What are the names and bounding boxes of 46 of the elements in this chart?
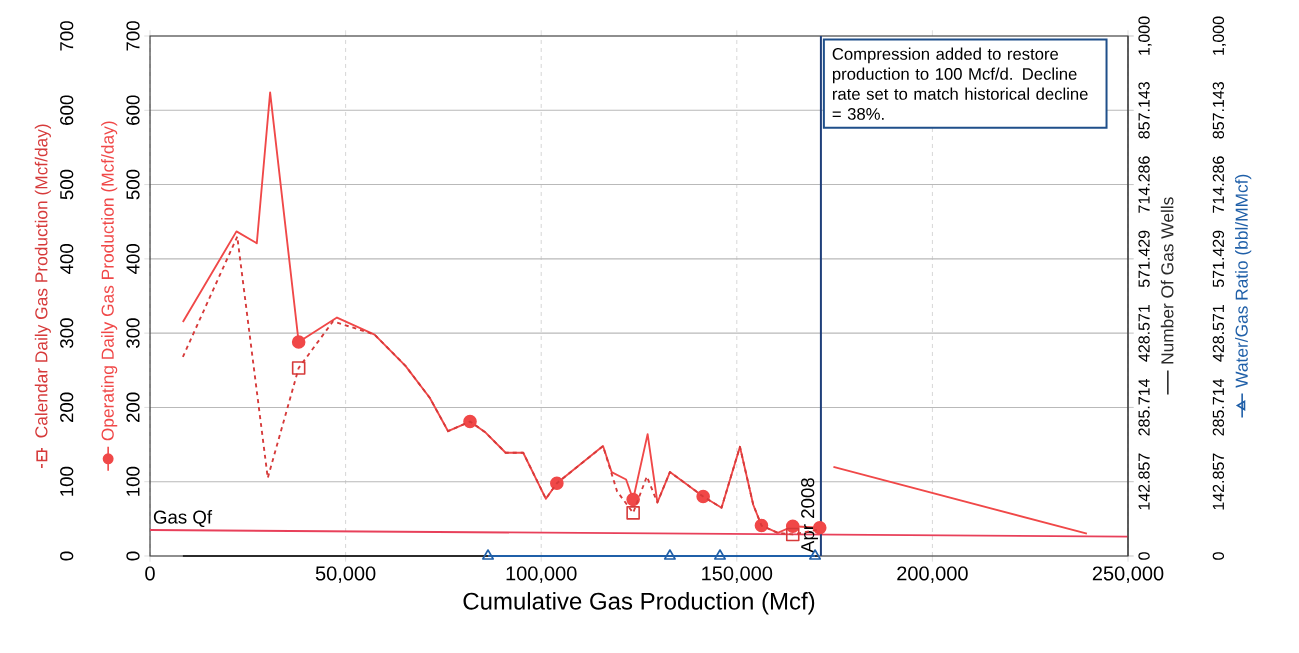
x-tick-label: 100,000 [506,566,577,583]
y3-tick-label: 0 [126,551,140,561]
y2-tick-label: 1,000 [1138,16,1152,55]
y-tick-label: 100 [60,466,74,496]
y2-tick-label: 857.143 [1138,82,1150,139]
x-tick-label: 200,000 [897,566,968,583]
y-tick-label: 500 [60,169,74,200]
x-tick-label: 50,000 [315,566,376,583]
y3-tick-label: 500 [126,169,140,200]
text: Calendar Daily Gas Production (Mcf/day) [34,124,51,438]
text: 1,000 [1212,16,1226,55]
text: 857.143 [1212,82,1225,139]
y2-tick-label: 0 [1138,552,1150,560]
y2-tick-label: 571.429 [1138,230,1150,288]
text: Operating Daily Gas Production (Mcf/day) [101,121,118,441]
y3-tick-label: 200 [126,392,140,423]
y3-tick-label: 600 [126,95,140,125]
y3-tick-label: 100 [126,466,140,496]
y-tick-label: 200 [60,392,74,423]
ref-line-label: Apr 2008 [801,478,818,554]
y3-tick-label: 400 [126,244,140,275]
y-tick-label: 0 [60,551,74,561]
x-tick-label: 150,000 [702,566,773,583]
text: Water/Gas Ratio (bbl/MMcf) [1235,174,1252,388]
y-tick-label: 300 [60,318,74,348]
y-tick-label: 600 [60,95,74,125]
text: 428.571 [1212,305,1225,362]
annotation: Compression added to restore production to 100 Mcf/d. Decline rate set to match historical decline = 38%. [832,47,1088,120]
text: Number Of Gas Wells [1160,197,1174,364]
y-tick-label: 400 [60,244,74,275]
y3-tick-label: 300 [126,318,140,348]
text: 714.286 [1212,156,1225,213]
text: 142.857 [1212,453,1225,510]
text: 285.714 [1212,378,1225,436]
x-tick-label: 250,000 [1092,566,1164,583]
y3-tick-label: 700 [126,21,140,51]
y2-tick-label: 285.714 [1138,378,1150,436]
y2-tick-label: 428.571 [1138,305,1150,362]
series-label: Gas Qf [153,510,213,528]
text: 571.429 [1212,230,1225,288]
x-axis-title: Cumulative Gas Production (Mcf) [463,592,815,615]
y-tick-label: 700 [60,21,74,51]
x-tick-label: 0 [145,566,155,581]
y2-tick-label: 142.857 [1138,453,1150,510]
y2-tick-label: 714.286 [1138,156,1150,213]
text: 0 [1212,552,1225,560]
